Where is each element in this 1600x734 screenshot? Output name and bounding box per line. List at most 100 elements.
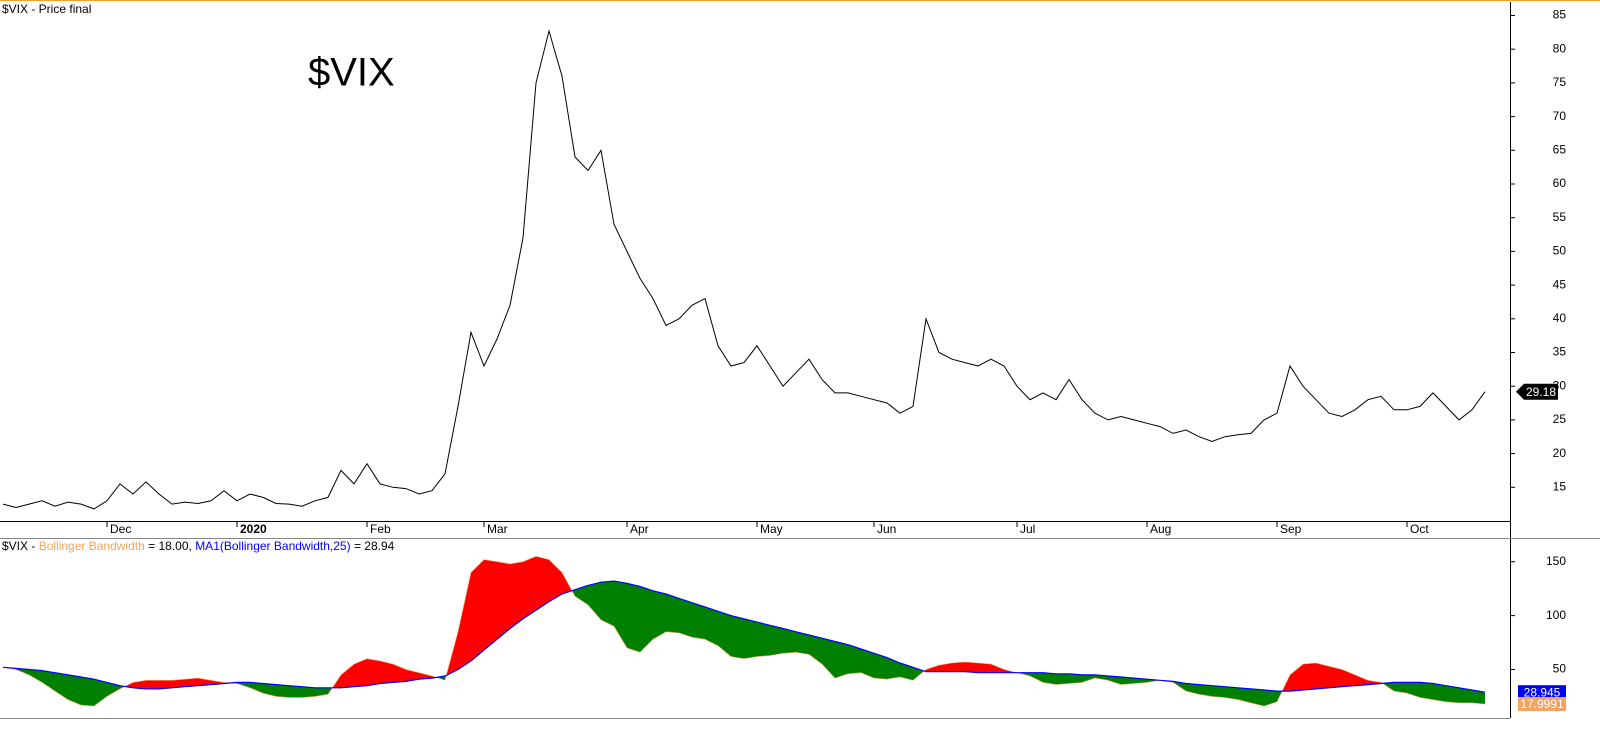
y-tick-label: 60: [1553, 176, 1567, 190]
y-tick-label: 70: [1553, 109, 1567, 123]
difference-fill: [1329, 666, 1342, 688]
difference-fill: [159, 680, 172, 689]
x-tick-label: Dec: [110, 522, 131, 536]
difference-fill: [770, 625, 783, 656]
difference-fill: [692, 602, 705, 640]
x-tick-label: Oct: [1410, 522, 1429, 536]
last-value-label: 28.945: [1524, 685, 1561, 699]
difference-fill: [666, 594, 679, 633]
y-tick-label: 35: [1553, 345, 1567, 359]
difference-fill: [68, 674, 81, 706]
price-line: [2, 29, 1486, 510]
difference-fill: [289, 685, 302, 698]
difference-fill: [1290, 664, 1303, 692]
difference-fill: [874, 653, 887, 680]
legend-entry: MA1(Bollinger Bandwidth,25): [195, 539, 350, 553]
x-tick-label: Feb: [370, 522, 391, 536]
difference-fill: [263, 683, 276, 697]
last-value-label: 29.18: [1526, 385, 1556, 399]
difference-fill: [1355, 674, 1368, 686]
difference-fill: [484, 559, 497, 651]
difference-fill: [705, 606, 718, 646]
difference-fill: [1199, 684, 1212, 697]
y-tick-label: 80: [1553, 41, 1567, 55]
difference-fill: [991, 664, 1004, 673]
difference-fill: [614, 581, 627, 648]
x-tick-label: 2020: [240, 522, 267, 536]
last-value-badge: [1518, 685, 1566, 700]
difference-fill: [653, 590, 666, 640]
x-tick-label: Aug: [1150, 522, 1171, 536]
difference-fill: [1121, 677, 1134, 685]
panel-label: $VIX - Price final: [2, 2, 91, 16]
difference-fill: [1030, 672, 1043, 683]
difference-fill: [1069, 673, 1082, 684]
difference-fill: [1472, 689, 1485, 704]
y-tick-label: 50: [1553, 244, 1567, 258]
difference-fill: [497, 561, 510, 640]
difference-fill: [601, 581, 614, 627]
difference-fill: [406, 669, 419, 682]
difference-fill: [1394, 682, 1407, 694]
y-tick-label: 85: [1553, 8, 1567, 22]
difference-fill: [1407, 682, 1420, 698]
x-tick-label: Mar: [487, 522, 508, 536]
y-tick-label: 50: [1553, 662, 1567, 676]
difference-fill: [965, 661, 978, 673]
difference-fill: [978, 663, 991, 673]
y-tick-label: 25: [1553, 412, 1567, 426]
difference-fill: [510, 561, 523, 629]
difference-fill: [1225, 686, 1238, 700]
x-tick-label: Jul: [1020, 522, 1035, 536]
difference-fill: [744, 618, 757, 659]
difference-fill: [436, 675, 445, 681]
difference-fill: [1082, 674, 1095, 683]
series-line: [2, 555, 1486, 707]
difference-fill: [42, 670, 55, 692]
difference-fill: [861, 649, 874, 679]
difference-fill: [1056, 673, 1069, 685]
difference-fill: [887, 657, 900, 680]
difference-fill: [523, 556, 536, 619]
difference-fill: [952, 661, 965, 672]
difference-fill: [276, 684, 289, 698]
last-value-badge: [1516, 383, 1558, 400]
difference-fill: [1264, 689, 1277, 707]
difference-fill: [1459, 687, 1472, 703]
difference-fill: [549, 559, 562, 602]
legend-value: = 28.94: [354, 539, 395, 553]
difference-fill: [81, 677, 94, 707]
y-tick-label: 100: [1546, 608, 1566, 622]
difference-fill: [640, 586, 653, 653]
difference-fill: [783, 628, 796, 654]
difference-fill: [315, 687, 328, 697]
difference-fill: [250, 682, 263, 694]
y-tick-label: 40: [1553, 311, 1567, 325]
difference-fill: [471, 559, 484, 661]
difference-fill: [146, 680, 159, 689]
y-tick-label: 150: [1546, 554, 1566, 568]
difference-fill: [939, 663, 952, 672]
difference-fill: [796, 631, 809, 655]
difference-fill: [29, 669, 42, 683]
difference-fill: [1238, 687, 1251, 703]
difference-fill: [1043, 672, 1056, 685]
difference-fill: [393, 664, 406, 683]
difference-fill: [1303, 663, 1316, 690]
difference-fill: [679, 598, 692, 638]
difference-fill: [562, 572, 572, 595]
y-tick-label: 20: [1553, 446, 1567, 460]
chart-title: $VIX: [308, 51, 395, 95]
legend-value: = 18.00,: [148, 539, 192, 553]
difference-fill: [627, 583, 640, 653]
y-tick-label: 55: [1553, 210, 1567, 224]
difference-fill: [900, 663, 913, 681]
indicator-legend: $VIX - Bollinger Bandwidth = 18.00, MA1(…: [2, 539, 395, 553]
difference-fill: [575, 585, 588, 605]
difference-fill: [354, 658, 367, 687]
y-tick-label: 75: [1553, 75, 1567, 89]
legend-prefix: $VIX -: [2, 539, 35, 553]
difference-fill: [107, 682, 120, 697]
last-value-label: 17.9991: [1520, 697, 1564, 711]
